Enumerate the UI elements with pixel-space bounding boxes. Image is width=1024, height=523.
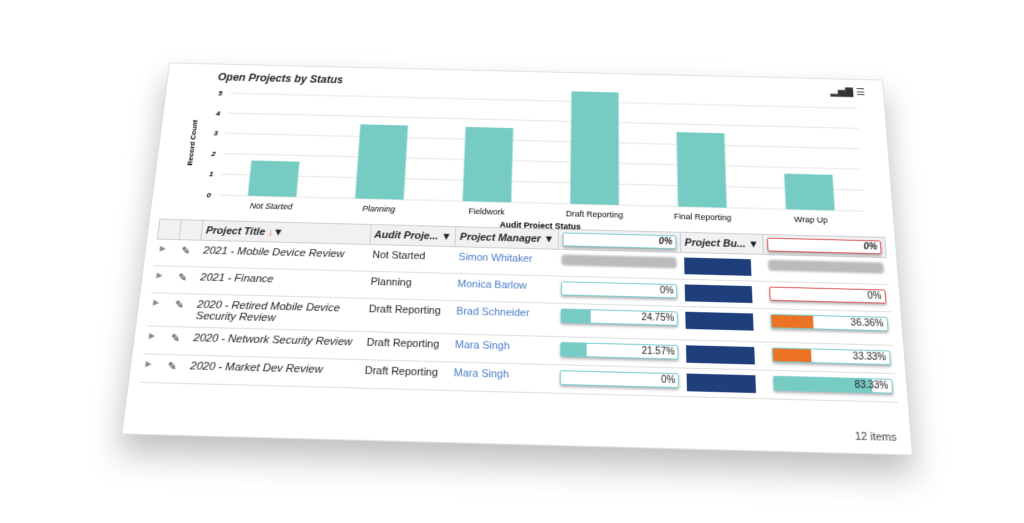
dashboard-card: Open Projects by Status ▂▅▇ ☰ 0 1 2 3 4 5 Not … xyxy=(121,62,913,455)
bar-chart-icon[interactable]: ▂▅▇ xyxy=(830,87,854,98)
x-tick-label: Fieldwork xyxy=(468,207,505,217)
y-tick-label: 0 xyxy=(206,191,212,199)
edit-pencil-icon[interactable]: ✎ xyxy=(165,327,191,356)
progress-bar: 0% xyxy=(769,287,886,304)
project-title[interactable]: 2021 - Finance xyxy=(195,267,368,298)
progress-bar: 33.33% xyxy=(771,347,890,365)
y-tick-label: 4 xyxy=(215,109,221,117)
gridline xyxy=(223,154,861,170)
loading-placeholder xyxy=(767,260,883,274)
audit-status: Draft Reporting xyxy=(364,298,453,334)
filter-icon[interactable]: ▼ xyxy=(441,231,452,242)
gridline xyxy=(230,93,857,108)
budget-bar xyxy=(686,312,754,331)
bar[interactable] xyxy=(248,160,300,197)
projects-table: Project Title ↓▼ Audit Proje... ▼ Projec… xyxy=(139,219,898,403)
edit-pencil-icon[interactable]: ✎ xyxy=(176,240,201,267)
gridline xyxy=(221,174,863,190)
x-tick-label: Planning xyxy=(362,204,395,214)
bar-chart: 0 1 2 3 4 5 Not Started Planning Fieldwork Draft … xyxy=(178,82,876,238)
audit-status: Draft Reporting xyxy=(362,332,452,362)
project-title[interactable]: 2020 - Market Dev Review xyxy=(184,355,361,388)
audit-status: Not Started xyxy=(368,244,456,273)
gridline xyxy=(225,133,860,149)
bar[interactable] xyxy=(463,127,514,202)
y-axis-title: Record Count xyxy=(186,119,200,165)
bar[interactable] xyxy=(355,124,408,199)
progress-bar: 83.33% xyxy=(773,376,893,394)
budget-bar xyxy=(685,284,753,303)
header-project-budget[interactable]: Project Bu... ▼ xyxy=(680,232,763,254)
audit-status: Draft Reporting xyxy=(360,360,451,391)
x-tick-label: Final Reporting xyxy=(674,212,732,223)
gridline xyxy=(228,113,859,128)
edit-col xyxy=(179,220,203,240)
progress-bar: 0% xyxy=(561,281,677,298)
progress-bar: 24.75% xyxy=(561,309,678,326)
y-tick-label: 1 xyxy=(209,170,214,178)
loading-placeholder xyxy=(562,254,677,268)
header-audit-status[interactable]: Audit Proje... ▼ xyxy=(369,224,456,246)
project-manager-link[interactable]: Mara Singh xyxy=(450,334,557,365)
y-tick-label: 2 xyxy=(210,150,217,158)
x-tick-label: Wrap Up xyxy=(794,215,828,225)
list-icon[interactable]: ☰ xyxy=(856,87,866,97)
filter-icon[interactable]: ▼ xyxy=(748,239,759,250)
x-tick-label: Not Started xyxy=(249,201,293,211)
budget-bar xyxy=(685,258,752,276)
progress-bar: 36.36% xyxy=(770,314,888,331)
expand-col xyxy=(157,219,181,239)
filter-icon[interactable]: ▼ xyxy=(544,233,554,244)
y-tick-label: 5 xyxy=(218,89,223,97)
progress-bar: 21.57% xyxy=(561,342,679,360)
x-tick-label: Draft Reporting xyxy=(566,209,623,220)
filter-icon[interactable]: ▼ xyxy=(273,227,284,238)
project-manager-link[interactable]: Monica Barlow xyxy=(453,273,558,303)
project-title[interactable]: 2020 - Network Security Review xyxy=(188,327,364,360)
y-tick-label: 3 xyxy=(213,129,219,137)
bar[interactable] xyxy=(570,88,619,206)
budget-bar xyxy=(687,374,756,394)
item-count: 12 items xyxy=(855,431,897,444)
bar[interactable] xyxy=(784,174,835,211)
project-title[interactable]: 2020 - Retired Mobile Device Security Re… xyxy=(191,294,366,332)
edit-pencil-icon[interactable]: ✎ xyxy=(173,266,198,294)
gridline xyxy=(218,195,864,211)
bar[interactable] xyxy=(677,132,727,208)
chart-tools: ▂▅▇ ☰ xyxy=(830,86,866,98)
progress-bar: 0% xyxy=(560,370,679,388)
project-manager-link[interactable]: Mara Singh xyxy=(449,362,556,393)
project-manager-link[interactable]: Brad Schneider xyxy=(452,301,558,337)
edit-pencil-icon[interactable]: ✎ xyxy=(162,354,188,383)
audit-status: Planning xyxy=(366,271,454,300)
project-manager-link[interactable]: Simon Whitaker xyxy=(454,247,558,276)
budget-bar xyxy=(686,345,755,364)
header-project-manager[interactable]: Project Manager ▼ xyxy=(455,227,558,250)
